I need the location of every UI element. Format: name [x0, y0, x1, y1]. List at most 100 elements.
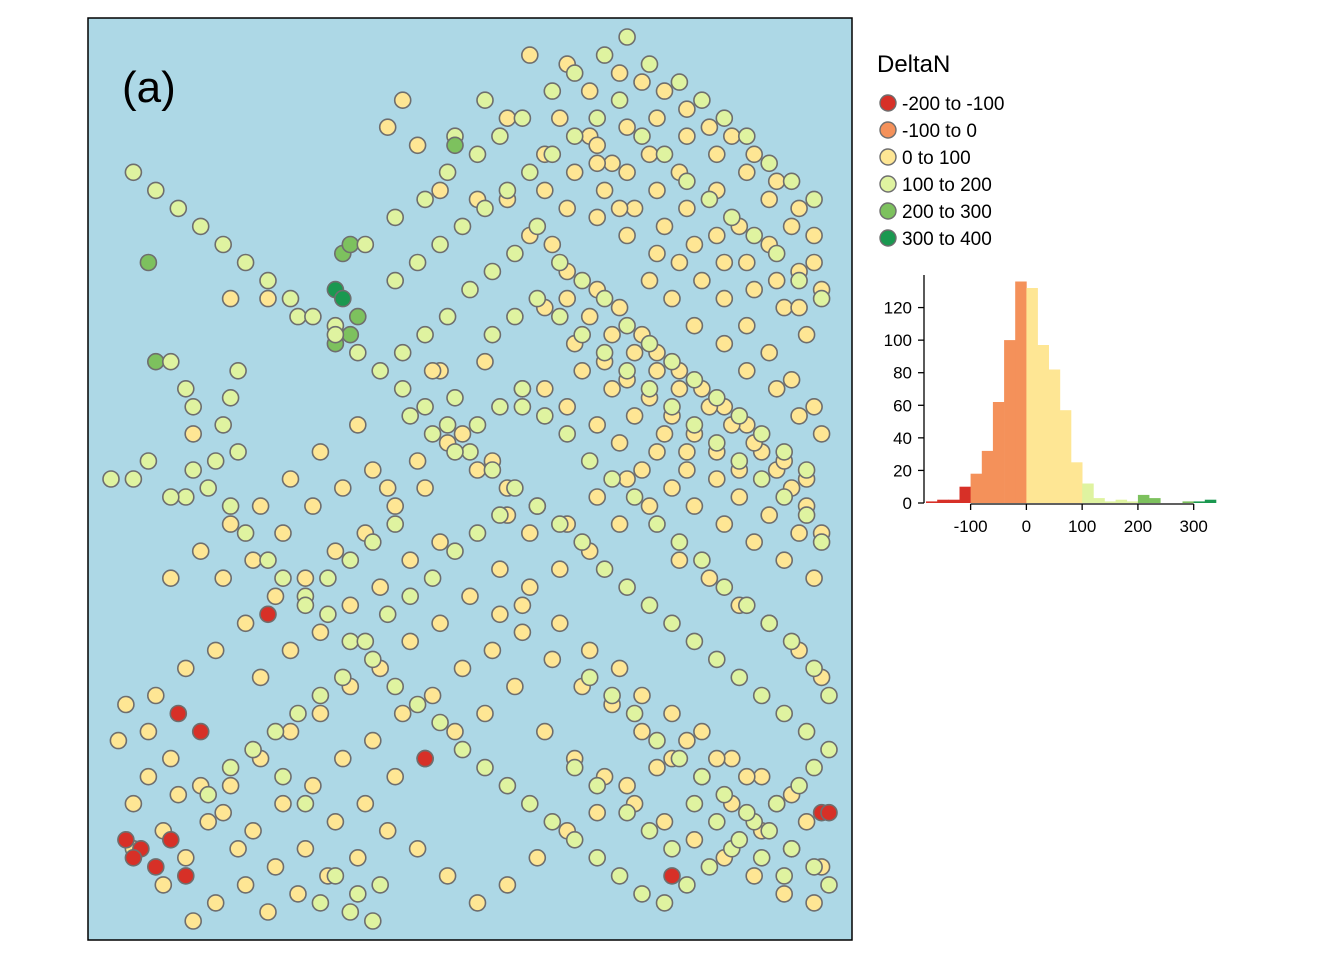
site-point — [102, 470, 120, 488]
site-point — [206, 452, 225, 470]
map-points — [102, 28, 838, 930]
site-point — [431, 533, 449, 551]
site-point — [476, 91, 494, 109]
site-point — [565, 758, 584, 777]
site-point — [663, 289, 681, 308]
site-point — [640, 821, 659, 840]
legend-swatch — [879, 175, 897, 193]
histogram-bar — [948, 499, 960, 503]
legend-label: 100 to 200 — [902, 175, 992, 196]
site-point — [618, 361, 636, 380]
site-point — [588, 803, 607, 822]
x-tick-label: 100 — [1068, 517, 1096, 536]
histogram-bar — [1182, 501, 1194, 503]
site-point — [416, 479, 434, 497]
site-point — [333, 749, 352, 768]
legend-label: -200 to -100 — [902, 94, 1004, 115]
site-point — [326, 325, 345, 344]
site-point — [506, 244, 524, 263]
site-point — [797, 325, 816, 344]
x-tick-label: 200 — [1124, 517, 1152, 536]
site-point — [685, 235, 704, 254]
site-point — [543, 812, 562, 831]
site-point — [386, 208, 405, 227]
legend-title: DeltaN — [877, 51, 950, 78]
site-point — [296, 596, 315, 615]
site-point — [588, 154, 607, 173]
site-point — [685, 370, 704, 389]
site-point — [715, 334, 734, 353]
site-point — [341, 632, 360, 651]
site-point — [206, 641, 225, 660]
site-point — [401, 551, 420, 570]
site-point — [565, 64, 584, 82]
site-point — [640, 334, 659, 353]
site-point — [304, 776, 322, 795]
site-point — [588, 776, 607, 795]
site-point — [386, 497, 405, 515]
site-point — [446, 443, 464, 461]
site-point — [573, 271, 592, 290]
site-point — [191, 722, 210, 741]
site-point — [169, 199, 188, 218]
site-point — [722, 127, 741, 145]
site-point — [775, 488, 794, 506]
site-point — [274, 794, 292, 813]
legend-items: -200 to -100 -100 to 0 0 to 100 100 to 200 2… — [879, 94, 1004, 250]
site-point — [685, 416, 704, 434]
site-point — [737, 316, 756, 335]
site-point — [588, 109, 607, 127]
site-point — [663, 704, 681, 723]
site-point — [580, 668, 599, 687]
site-point — [520, 163, 539, 182]
site-point — [311, 704, 330, 723]
site-point — [573, 325, 592, 344]
site-point — [588, 488, 607, 506]
site-point — [790, 776, 808, 795]
site-point — [184, 425, 202, 443]
site-point — [139, 767, 158, 786]
site-point — [678, 127, 696, 145]
site-point — [685, 497, 704, 515]
site-point — [461, 587, 479, 606]
site-point — [700, 190, 719, 209]
site-point — [715, 578, 734, 597]
site-point — [221, 776, 240, 795]
site-point — [805, 894, 823, 912]
site-point — [693, 767, 711, 786]
site-point — [416, 325, 434, 344]
site-point — [251, 497, 270, 515]
site-point — [363, 533, 382, 551]
site-point — [543, 235, 562, 254]
site-point — [333, 668, 352, 687]
site-point — [595, 289, 614, 308]
site-point — [595, 343, 614, 362]
site-point — [446, 136, 464, 155]
site-point — [790, 524, 808, 542]
site-point — [214, 569, 232, 588]
site-point — [281, 289, 300, 308]
legend-swatch — [879, 202, 897, 220]
site-point — [625, 704, 644, 723]
site-point — [184, 461, 202, 479]
site-point — [483, 325, 502, 344]
site-point — [722, 749, 741, 768]
site-point — [670, 253, 689, 272]
site-point — [491, 127, 509, 145]
site-point — [805, 858, 823, 876]
site-point — [775, 704, 794, 723]
site-point — [707, 434, 726, 452]
histogram-bar — [1093, 498, 1105, 503]
site-point — [550, 307, 569, 326]
site-point — [648, 361, 666, 380]
site-point — [513, 109, 532, 127]
histogram-bar — [1149, 498, 1161, 503]
panel-label: (a) — [122, 63, 176, 112]
site-point — [752, 470, 771, 488]
site-point — [678, 731, 696, 750]
legend-label: 200 to 300 — [902, 202, 992, 223]
site-point — [184, 397, 202, 416]
site-point — [378, 479, 397, 497]
x-tick-label: -100 — [954, 517, 988, 536]
site-point — [655, 894, 674, 912]
